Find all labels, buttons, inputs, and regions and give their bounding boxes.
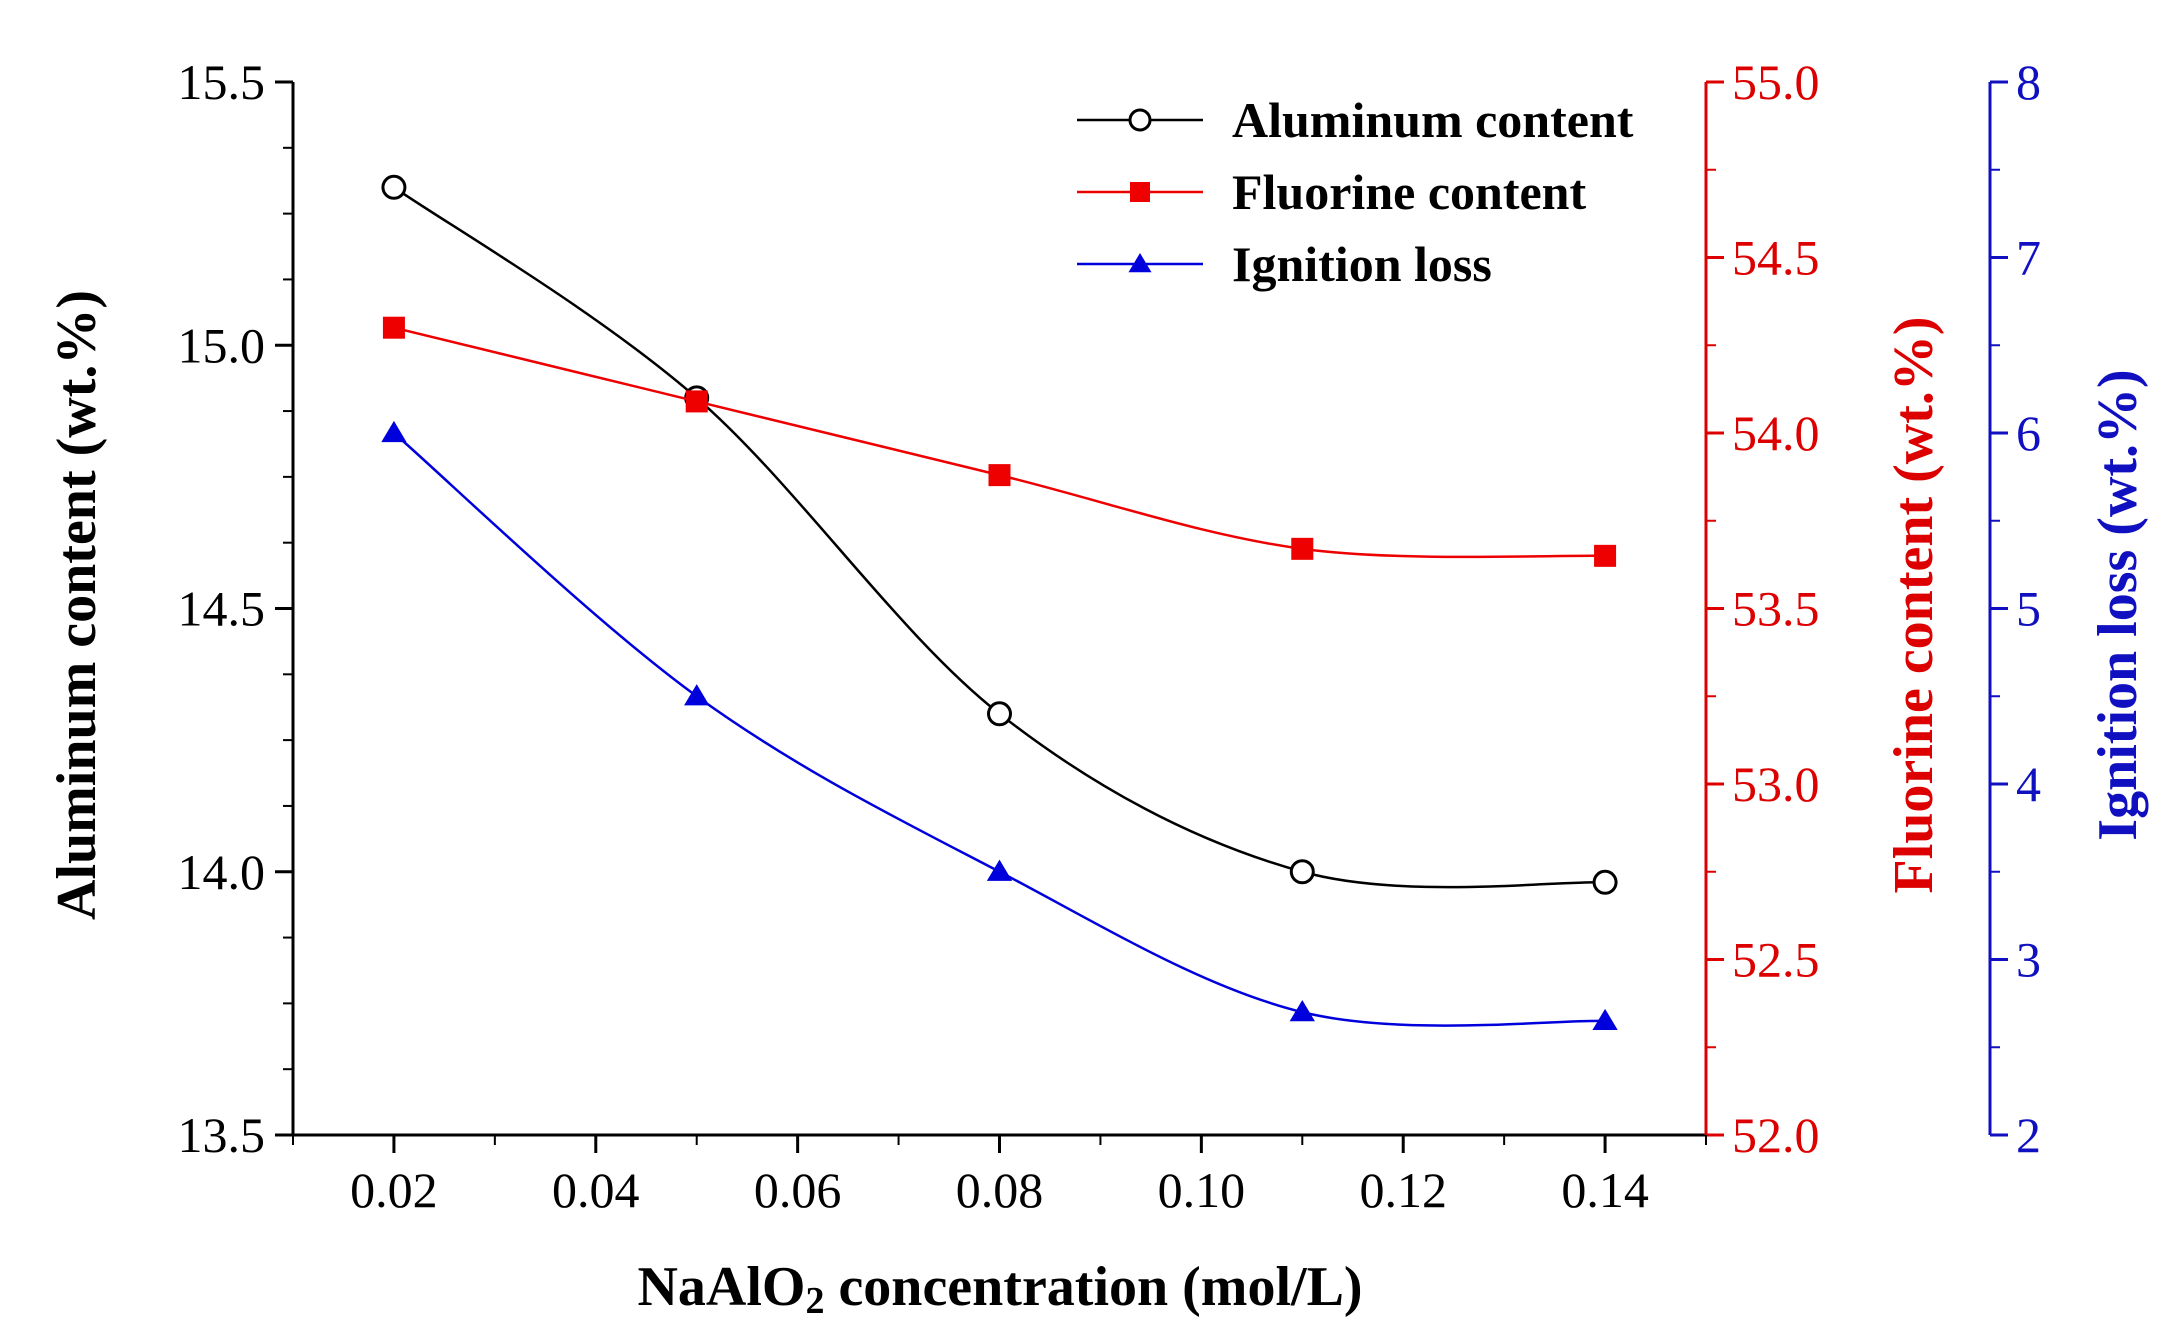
ignition-tick-label: 6 — [2016, 405, 2041, 461]
legend-marker — [1130, 182, 1150, 202]
fluorine-content-line — [393, 326, 1606, 559]
legend-item-ignition-loss: Ignition loss — [1077, 236, 1492, 292]
ignition-tick-label: 3 — [2016, 932, 2041, 988]
fluorine-tick-label: 54.5 — [1732, 230, 1820, 286]
legend-marker — [1128, 253, 1152, 273]
aluminum-content-point — [1592, 869, 1618, 895]
x-axis: 0.02 0.04 0.06 0.08 0.10 0.12 0.14 — [292, 1135, 1707, 1218]
ignition-loss-point — [381, 420, 407, 443]
ignition-loss-point — [1289, 1000, 1315, 1022]
ignition-loss-point — [684, 684, 710, 706]
fluorine-tick-label: 54.0 — [1732, 405, 1820, 461]
left-y-axis: 13.5 14.0 14.5 15.0 15.5 — [178, 54, 293, 1163]
left-tick-label: 15.5 — [178, 54, 266, 110]
x-tick-label: 0.10 — [1158, 1162, 1246, 1218]
legend-item-fluorine-content: Fluorine content — [1077, 164, 1586, 220]
x-axis-title-subscript: 2 — [805, 1280, 824, 1322]
aluminum-content-point — [1289, 859, 1315, 885]
series-layer — [381, 174, 1618, 1030]
x-axis-title-rest: concentration (mol/L) — [824, 1256, 1362, 1318]
ignition-loss-point — [986, 859, 1013, 881]
x-axis-title-main: NaAlO — [637, 1256, 805, 1318]
legend-marker — [1128, 108, 1152, 132]
left-tick-label: 15.0 — [178, 317, 266, 373]
ignition-tick-label: 4 — [2016, 756, 2041, 812]
fluorine-content-point — [1594, 544, 1617, 567]
x-tick-label: 0.04 — [552, 1162, 640, 1218]
x-axis-title: NaAlO2 concentration (mol/L) — [637, 1256, 1362, 1322]
fluorine-tick-label: 52.0 — [1732, 1107, 1820, 1163]
x-tick-label: 0.12 — [1359, 1162, 1447, 1218]
left-tick-label: 14.5 — [178, 581, 266, 637]
legend: Aluminum content Fluorine content Ignition… — [1077, 92, 1634, 292]
ignition-tick-label: 8 — [2016, 54, 2041, 110]
fluorine-y-axis-title: Fluorine content (wt.%) — [1883, 316, 1945, 893]
ignition-tick-label: 5 — [2016, 581, 2041, 637]
fluorine-tick-label: 53.5 — [1732, 581, 1820, 637]
aluminum-content-point — [381, 174, 407, 200]
ignition-tick-label: 7 — [2016, 230, 2041, 286]
aluminum-content-point — [987, 701, 1012, 727]
x-tick-label: 0.14 — [1561, 1162, 1649, 1218]
fluorine-y-axis: 52.0 52.5 53.0 53.5 54.0 54.5 55.0 — [1704, 54, 1820, 1163]
legend-label: Aluminum content — [1232, 92, 1634, 148]
fluorine-tick-label: 53.0 — [1732, 756, 1820, 812]
left-tick-label: 13.5 — [178, 1107, 266, 1163]
fluorine-content-point — [988, 464, 1011, 487]
ignition-y-axis: 2 3 4 5 6 7 8 — [1988, 54, 2041, 1163]
fluorine-tick-label: 52.5 — [1732, 932, 1820, 988]
left-tick-label: 14.0 — [178, 844, 266, 900]
fluorine-tick-label: 55.0 — [1732, 54, 1820, 110]
legend-item-aluminum-content: Aluminum content — [1077, 92, 1634, 148]
series-fluorine-content — [382, 316, 1617, 567]
ignition-loss-line — [393, 432, 1606, 1027]
fluorine-content-point — [685, 390, 708, 413]
x-tick-label: 0.02 — [350, 1162, 438, 1218]
ignition-tick-label: 2 — [2016, 1107, 2041, 1163]
plot-frame — [291, 82, 1706, 1137]
x-tick-label: 0.08 — [956, 1162, 1044, 1218]
left-y-axis-title: Aluminum content (wt.%) — [46, 290, 108, 920]
ignition-loss-point — [1592, 1008, 1618, 1030]
x-tick-label: 0.06 — [754, 1162, 842, 1218]
fluorine-content-point — [382, 316, 405, 339]
legend-label: Ignition loss — [1232, 236, 1492, 292]
series-ignition-loss — [381, 420, 1618, 1030]
ignition-y-axis-title: Ignition loss (wt.%) — [2087, 369, 2149, 840]
aluminum-content-line — [393, 186, 1606, 889]
fluorine-content-point — [1291, 537, 1314, 560]
legend-label: Fluorine content — [1232, 164, 1586, 220]
